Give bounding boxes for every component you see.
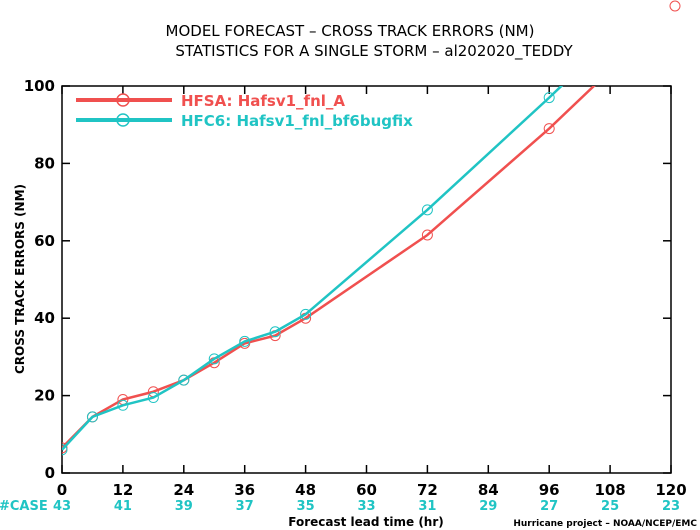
data-point xyxy=(178,374,190,386)
series-line xyxy=(62,86,564,451)
x-tick-label: 108 xyxy=(594,481,625,499)
y-axis: 0 20 40 60 80 100 xyxy=(24,77,671,482)
case-count: 25 xyxy=(601,499,619,514)
data-point xyxy=(543,123,555,135)
legend-marker-icon xyxy=(116,93,130,107)
case-count: 33 xyxy=(357,499,375,514)
plot-frame xyxy=(61,85,672,474)
chart-subtitle: STATISTICS FOR A SINGLE STORM – al202020… xyxy=(175,42,573,61)
x-tick-label: 60 xyxy=(356,481,377,499)
case-label: #CASE xyxy=(0,499,48,514)
corner-marker-icon xyxy=(669,0,681,12)
x-tick-label: 12 xyxy=(112,481,133,499)
chart-title: MODEL FORECAST – CROSS TRACK ERRORS (NM) xyxy=(166,22,535,40)
data-point xyxy=(421,204,433,216)
legend-label: HFSA: Hafsv1_fnl_A xyxy=(181,92,345,110)
case-count: 39 xyxy=(175,499,193,514)
y-tick-label: 20 xyxy=(34,387,55,405)
y-tick-label: 100 xyxy=(24,77,55,95)
case-count: 23 xyxy=(662,499,680,514)
x-tick-label: 96 xyxy=(539,481,560,499)
series-layer xyxy=(62,86,596,456)
credit-note: Hurricane project – NOAA/NCEP/EMC xyxy=(513,519,697,529)
data-point xyxy=(117,399,129,411)
case-count: 29 xyxy=(479,499,497,514)
y-tick-label: 80 xyxy=(34,154,55,172)
case-count: 43 xyxy=(53,499,71,514)
series-line xyxy=(62,86,596,449)
x-tick-label: 36 xyxy=(234,481,255,499)
case-count: 31 xyxy=(418,499,436,514)
data-point xyxy=(208,353,220,365)
data-point xyxy=(543,92,555,104)
y-tick-label: 0 xyxy=(45,464,55,482)
data-point xyxy=(421,229,433,241)
data-point xyxy=(86,411,98,423)
y-tick-label: 40 xyxy=(34,309,55,327)
case-count: 41 xyxy=(114,499,132,514)
x-axis-label: Forecast lead time (hr) xyxy=(288,515,444,529)
x-tick-label: 84 xyxy=(478,481,499,499)
data-point xyxy=(300,308,312,320)
x-tick-label: 120 xyxy=(655,481,686,499)
data-point xyxy=(239,335,251,347)
case-count: 27 xyxy=(540,499,558,514)
case-count-row: #CASE 43 41 39 37 35 33 31 29 27 25 23 xyxy=(0,499,680,514)
y-tick-label: 60 xyxy=(34,232,55,250)
data-point xyxy=(269,326,281,338)
legend: HFSA: Hafsv1_fnl_A HFC6: Hafsv1_fnl_bf6bu… xyxy=(76,92,413,130)
x-tick-label: 48 xyxy=(295,481,316,499)
legend-marker-icon xyxy=(116,113,130,127)
data-point xyxy=(147,392,159,404)
x-tick-label: 72 xyxy=(417,481,438,499)
case-count: 35 xyxy=(297,499,315,514)
x-tick-label: 24 xyxy=(173,481,194,499)
x-axis: 0 12 24 36 48 60 72 84 96 108 120 xyxy=(57,86,687,499)
case-count: 37 xyxy=(236,499,254,514)
y-axis-label: CROSS TRACK ERRORS (NM) xyxy=(13,184,27,374)
data-point xyxy=(62,444,68,456)
legend-label: HFC6: Hafsv1_fnl_bf6bugfix xyxy=(181,112,413,130)
x-tick-label: 0 xyxy=(57,481,67,499)
